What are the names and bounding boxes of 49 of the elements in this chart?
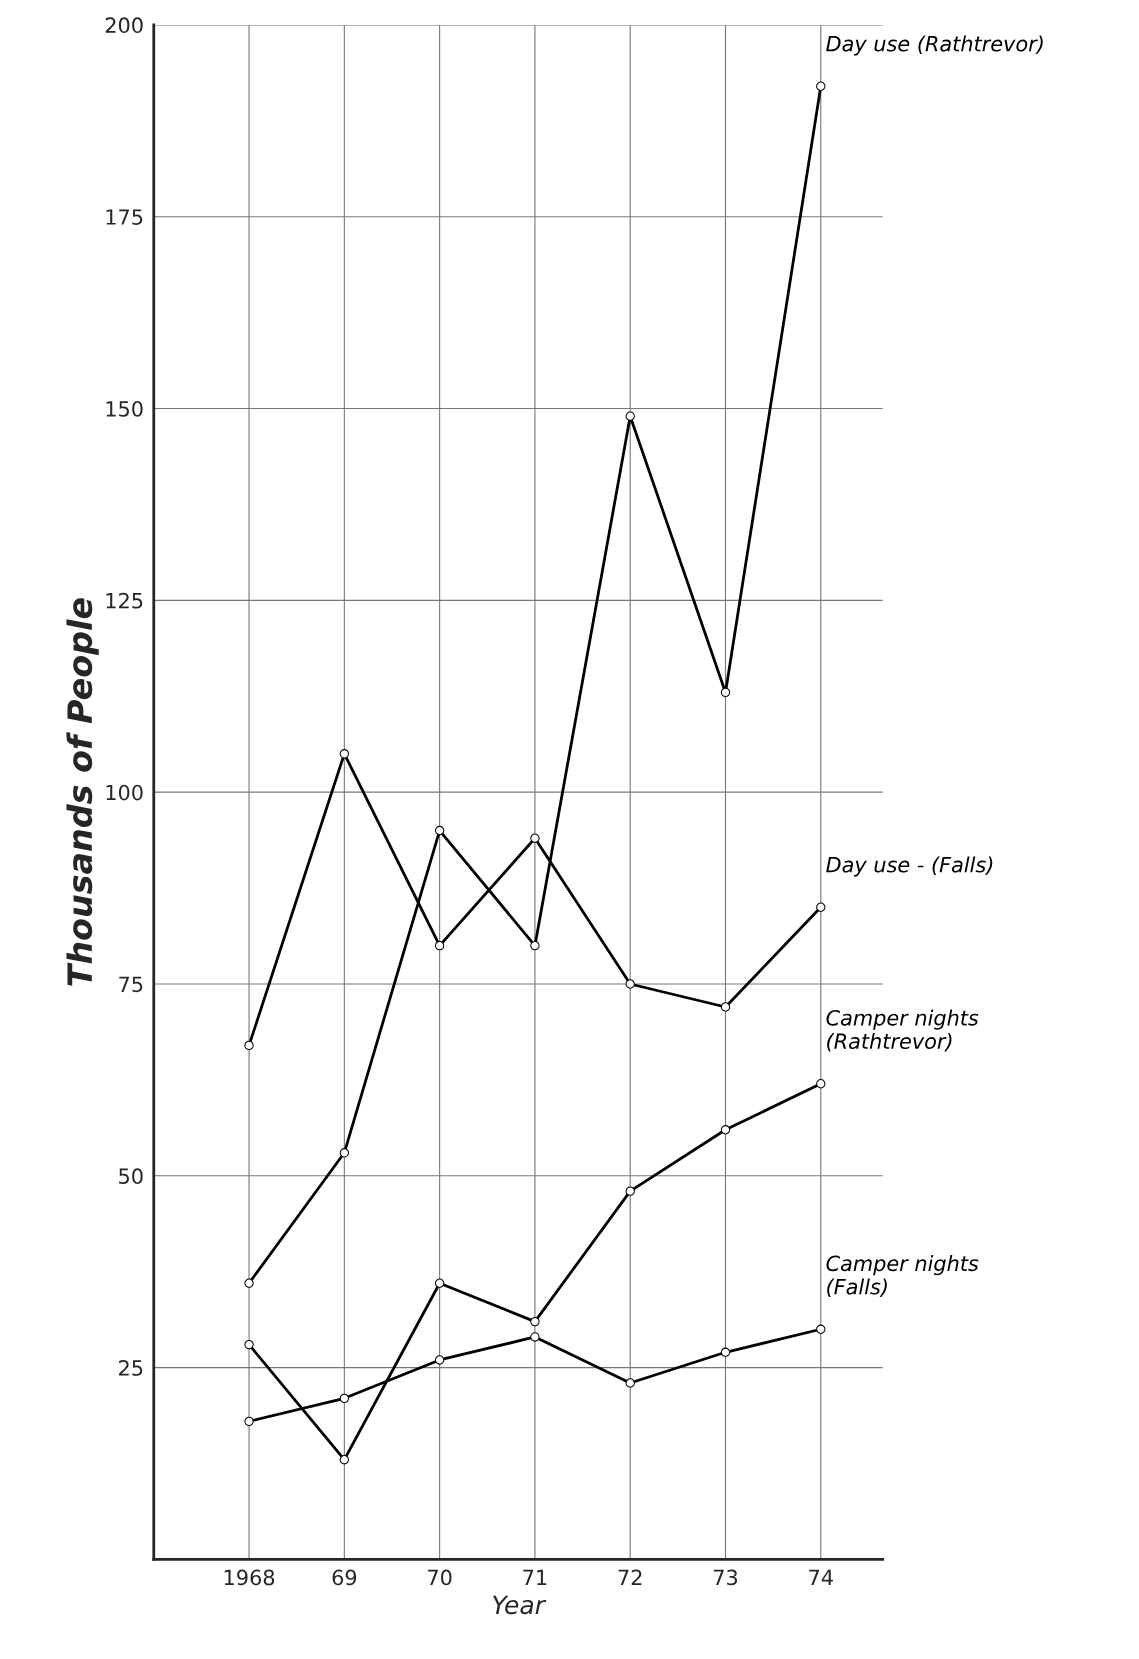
x-tick-label: 73 — [713, 1569, 738, 1586]
point — [434, 940, 445, 951]
x-tick-label: 70 — [428, 1569, 452, 1586]
point — [244, 1416, 254, 1427]
point — [339, 1148, 350, 1158]
series-label: Day use (Rathtrevor) — [826, 35, 1043, 56]
point — [816, 1324, 826, 1334]
point — [720, 1125, 731, 1135]
point — [244, 1278, 254, 1288]
x-tick-label: 71 — [523, 1569, 547, 1586]
point — [816, 81, 826, 91]
series-label: Day use - (Falls) — [826, 856, 993, 877]
point — [816, 1079, 826, 1089]
point — [244, 1339, 254, 1350]
y-tick-label: 50 — [119, 1168, 143, 1185]
point — [339, 1393, 350, 1404]
point — [530, 940, 540, 951]
point — [720, 1002, 731, 1012]
point — [816, 902, 826, 912]
x-tick-label: 72 — [618, 1569, 642, 1586]
y-tick-label: 25 — [119, 1360, 143, 1376]
y-tick-label: 125 — [106, 592, 143, 609]
y-tick-label: 150 — [106, 400, 143, 417]
point — [434, 1355, 445, 1365]
point — [720, 687, 731, 698]
point — [530, 833, 540, 843]
x-tick-label: 69 — [332, 1569, 357, 1586]
point — [339, 749, 350, 759]
series-label: Camper nights (Falls) — [826, 1255, 979, 1297]
x-tick-label: 1968 — [224, 1569, 275, 1586]
x-tick-label: 74 — [809, 1569, 833, 1586]
point — [530, 1316, 540, 1327]
point — [434, 825, 445, 836]
point — [625, 979, 635, 989]
y-tick-label: 100 — [106, 784, 143, 801]
series-label: Camper nights (Rathtrevor) — [826, 1009, 979, 1052]
y-axis-title: Thousands of People — [66, 598, 99, 986]
point — [244, 1040, 254, 1051]
point — [434, 1278, 445, 1288]
point — [530, 1332, 540, 1342]
point — [625, 1186, 635, 1196]
y-tick-label: 175 — [106, 209, 143, 225]
point — [339, 1455, 350, 1465]
point — [625, 411, 635, 421]
point — [720, 1347, 731, 1357]
x-axis-title: Year — [493, 1595, 547, 1615]
y-tick-label: 200 — [105, 17, 143, 34]
y-tick-label: 75 — [119, 976, 143, 993]
point — [625, 1378, 635, 1388]
